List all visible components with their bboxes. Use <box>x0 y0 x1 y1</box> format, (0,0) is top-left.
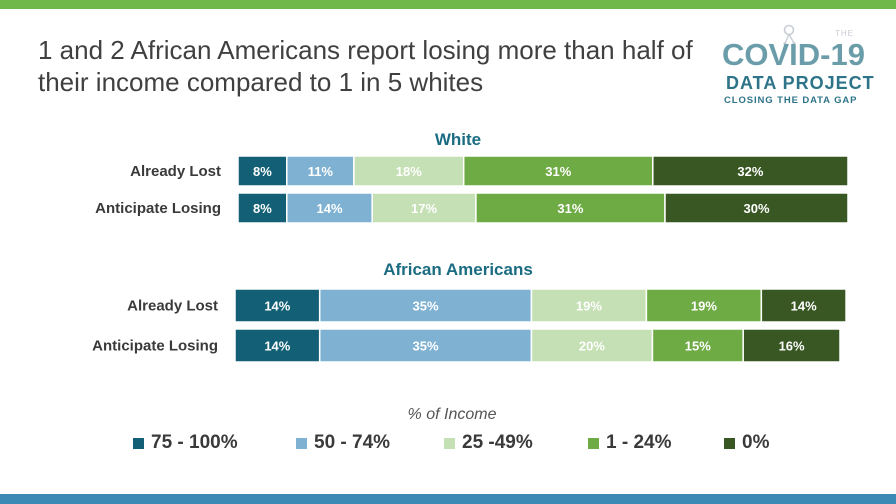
legend-label: 0% <box>742 432 770 453</box>
bar-segment <box>742 328 841 363</box>
data-label: 35% <box>413 339 439 354</box>
bar-segment <box>318 328 533 363</box>
data-label: 20% <box>579 339 605 354</box>
legend-item: 75 - 100% <box>133 432 238 454</box>
group-title-1: African Americans <box>383 260 533 279</box>
data-label: 17% <box>411 201 437 216</box>
logo-name: COVID-19 <box>722 37 865 72</box>
data-label: 19% <box>691 299 717 314</box>
molecule-icon <box>783 24 796 46</box>
bar-segment <box>234 288 321 323</box>
data-label: 35% <box>413 299 439 314</box>
data-label: 19% <box>576 299 602 314</box>
legend-label: 50 - 74% <box>314 432 391 453</box>
row-label: Already Lost <box>130 163 221 180</box>
row-label: Anticipate Losing <box>92 338 218 355</box>
legend-item: 1 - 24% <box>588 432 671 454</box>
legend-item: 25 -49% <box>444 432 533 454</box>
data-label: 8% <box>253 164 272 179</box>
bottom-accent-band <box>0 494 896 504</box>
covid-data-project-logo: THE COVID-19 DATA PROJECT CLOSING THE DA… <box>716 22 876 106</box>
data-label: 32% <box>737 164 763 179</box>
bar-segment <box>530 288 648 323</box>
bar-segment <box>237 192 288 224</box>
bar-segment <box>475 192 666 224</box>
bar-segment <box>760 288 847 323</box>
row-label: Anticipate Losing <box>95 200 221 217</box>
legend-swatch <box>724 437 735 449</box>
data-label: 11% <box>308 164 334 179</box>
legend-swatch <box>444 437 455 449</box>
bar-segment <box>234 328 321 363</box>
data-label: 15% <box>685 339 711 354</box>
legend-label: 75 - 100% <box>151 432 238 453</box>
top-accent-band <box>0 0 896 9</box>
legend-swatch <box>133 437 144 449</box>
data-label: 31% <box>545 164 571 179</box>
legend-label: 25 -49% <box>462 432 533 453</box>
legend-swatch <box>588 437 599 449</box>
data-label: 14% <box>264 299 290 314</box>
slide-title: 1 and 2 African Americans report losing … <box>38 35 693 97</box>
bar-segment <box>664 192 849 224</box>
bar-segment <box>652 155 849 187</box>
data-label: 31% <box>557 201 583 216</box>
bar-segment <box>286 192 373 224</box>
legend-item: 50 - 74% <box>296 432 390 454</box>
data-label: 14% <box>791 299 817 314</box>
bar-segment <box>645 288 763 323</box>
bar-segment <box>651 328 744 363</box>
legend-swatch <box>296 437 307 449</box>
logo-subtitle: DATA PROJECT <box>726 73 875 93</box>
x-axis-label: % of Income <box>408 406 497 423</box>
data-label: 30% <box>743 201 769 216</box>
group-title-0: White <box>435 130 481 149</box>
chart-legend: 75 - 100% 50 - 74% 25 -49% 1 - 24% 0% <box>0 432 896 458</box>
logo-tagline: CLOSING THE DATA GAP <box>724 95 858 106</box>
row-label: Already Lost <box>127 298 218 315</box>
legend-label: 1 - 24% <box>606 432 672 453</box>
data-label: 14% <box>316 201 342 216</box>
logo-prefix: THE <box>835 29 854 38</box>
data-label: 16% <box>779 339 805 354</box>
data-label: 14% <box>264 339 290 354</box>
data-label: 18% <box>396 164 422 179</box>
legend-item: 0% <box>724 432 769 454</box>
data-label: 8% <box>253 201 272 216</box>
bar-segment <box>318 288 533 323</box>
